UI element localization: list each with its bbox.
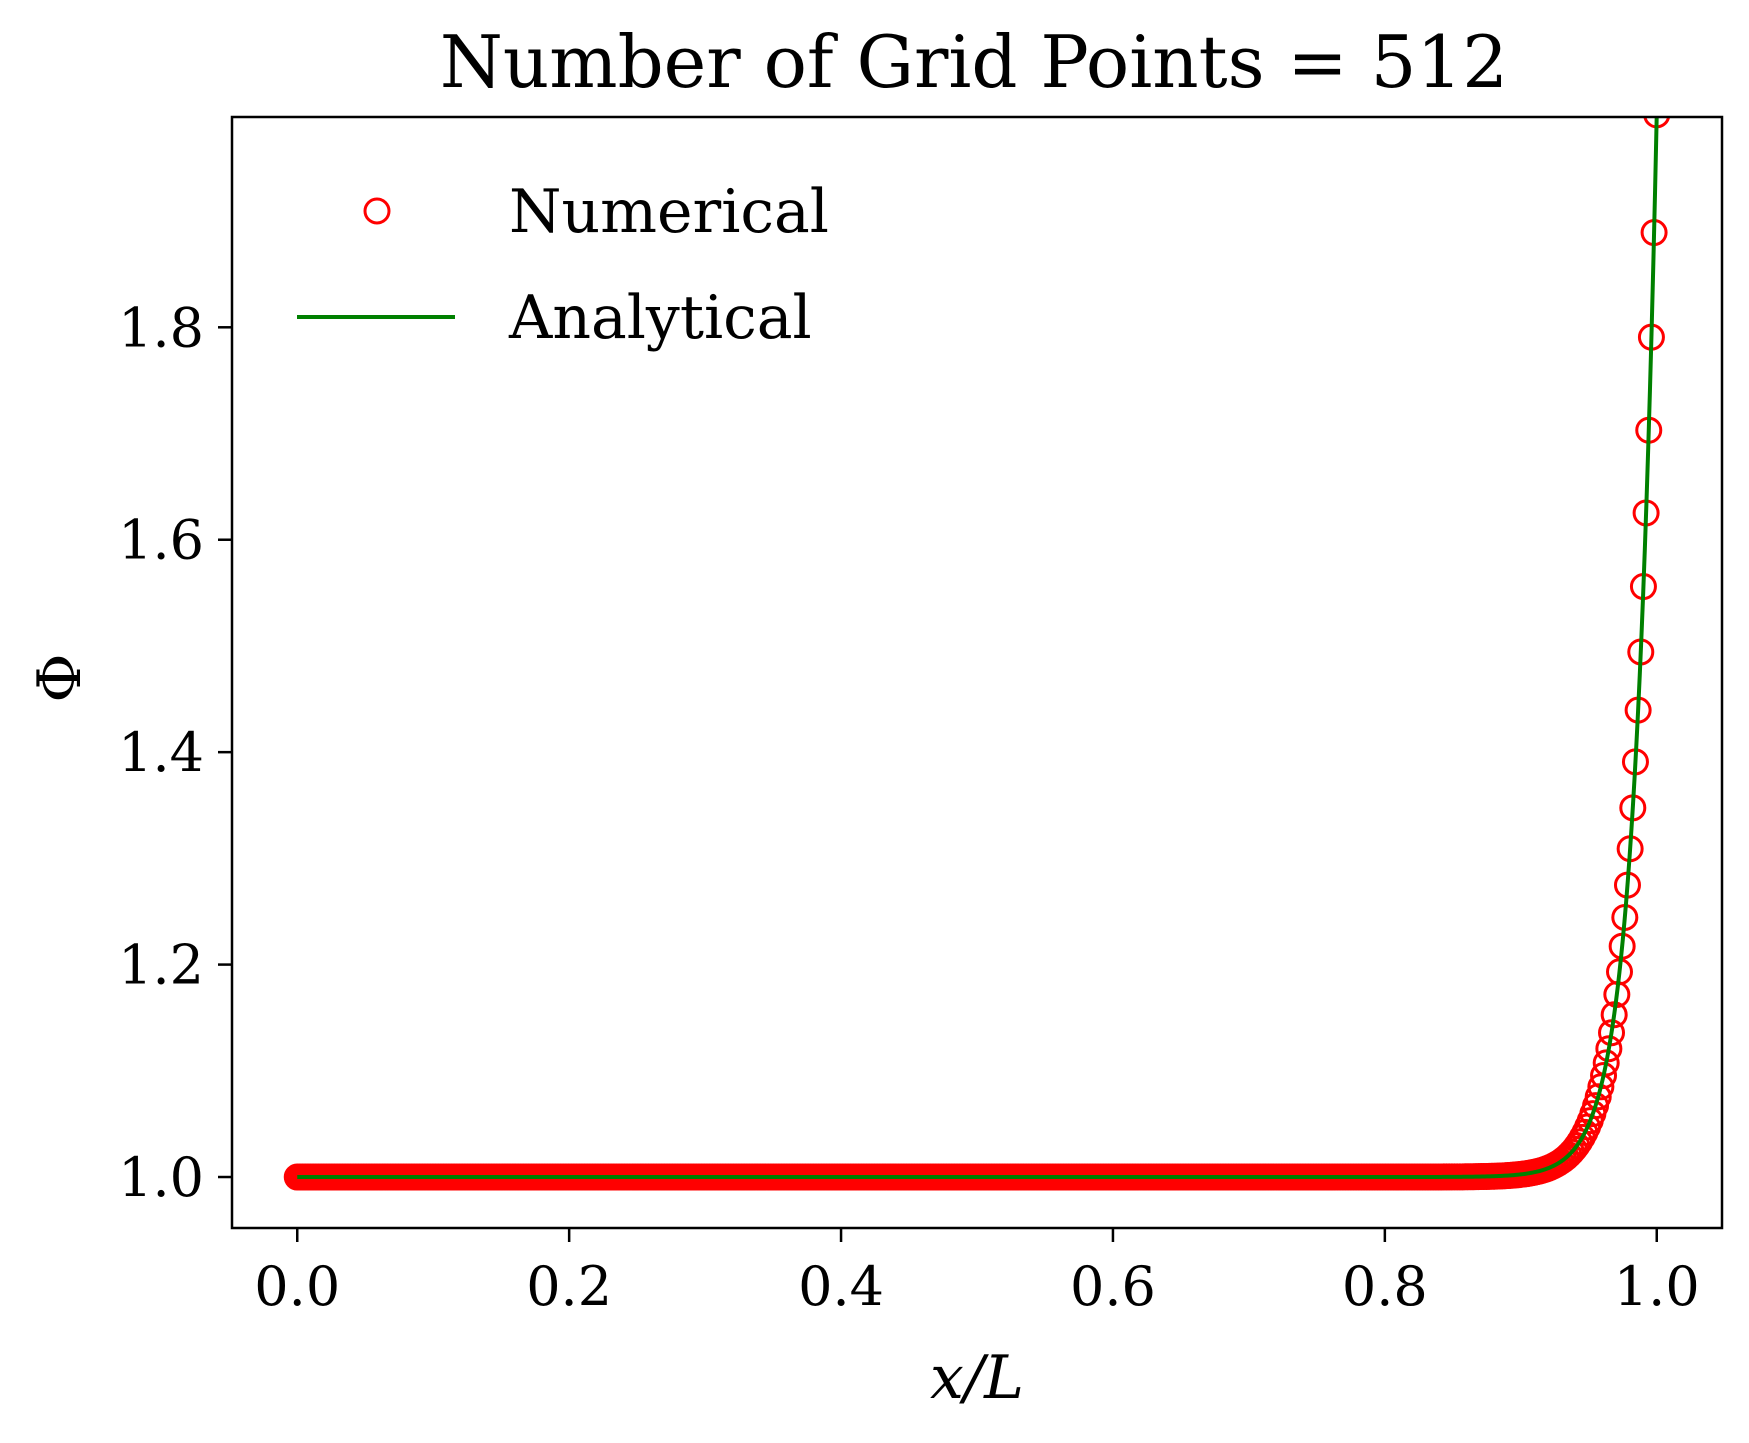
legend-analytical-label: Analytical [508, 283, 812, 353]
series-layer [283, 117, 1671, 1191]
y-axis-label: Φ [25, 653, 95, 702]
numerical-point [1592, 1049, 1620, 1077]
x-tick-label: 0.2 [526, 1255, 612, 1318]
chart-title: Number of Grid Points = 512 [440, 20, 1508, 104]
plot-area [283, 117, 1671, 1191]
y-tick-label: 1.4 [118, 721, 204, 784]
x-axis-label: x/L [930, 1343, 1024, 1413]
x-tick-label: 0.8 [1342, 1255, 1428, 1318]
legend: Numerical Analytical [297, 177, 829, 353]
x-tick-label: 0.0 [254, 1255, 340, 1318]
plot-frame [230, 115, 1724, 1230]
x-tick-label: 0.4 [798, 1255, 884, 1318]
y-tick-label: 1.6 [118, 509, 204, 572]
x-axis: 0.0 0.2 0.4 0.6 0.8 1.0 [254, 1228, 1700, 1318]
y-tick-label: 1.2 [118, 934, 204, 997]
x-tick-label: 0.6 [1070, 1255, 1156, 1318]
y-axis: 1.0 1.2 1.4 1.6 1.8 [118, 296, 232, 1209]
y-tick-label: 1.0 [118, 1146, 204, 1209]
analytical-line [297, 117, 1659, 1180]
legend-numerical-marker [363, 197, 391, 225]
y-tick-label: 1.8 [118, 296, 204, 359]
legend-numerical-label: Numerical [509, 177, 829, 247]
numerical-point [1590, 1062, 1618, 1090]
x-tick-label: 1.0 [1614, 1255, 1700, 1318]
